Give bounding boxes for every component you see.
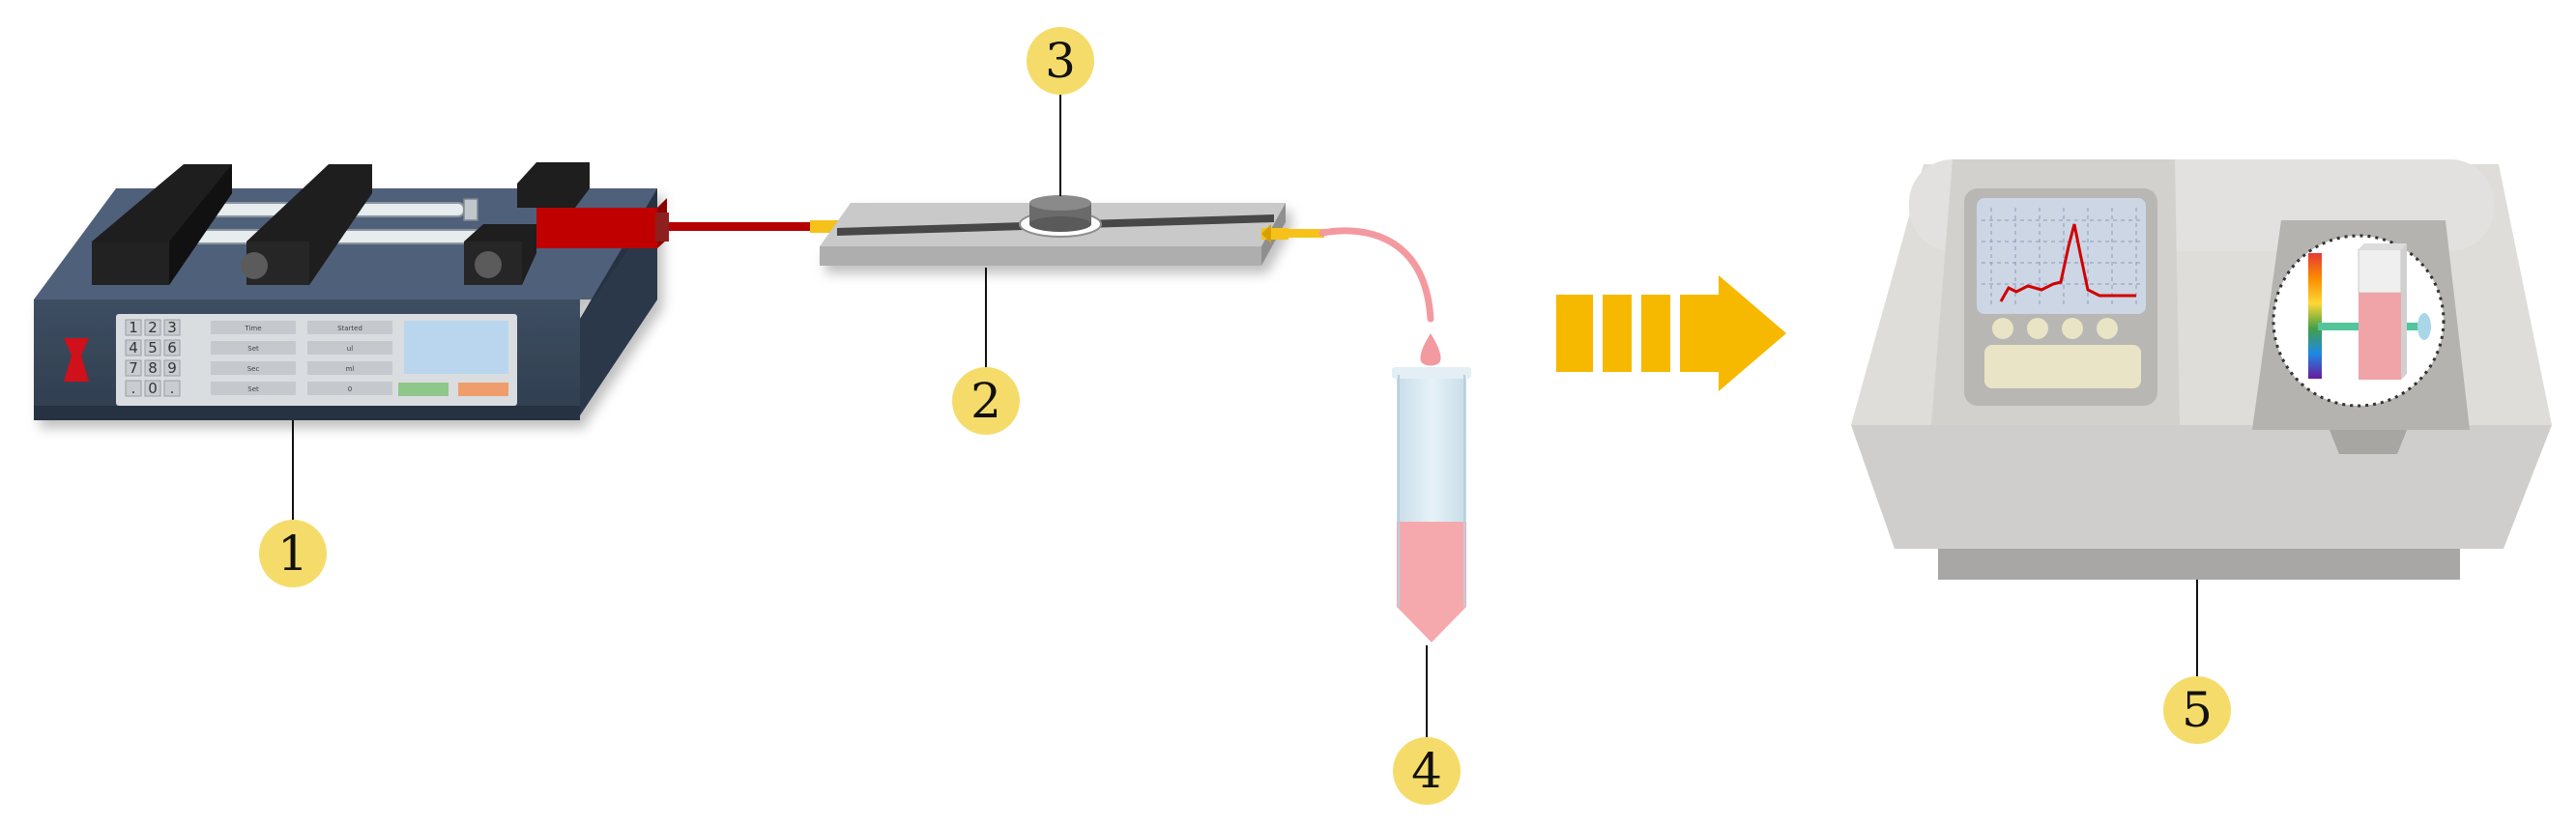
instrument-base (1938, 546, 2460, 580)
callout-5: 5 (2163, 676, 2231, 744)
instrument-knobs[interactable] (1992, 318, 2118, 339)
chip-chamber (1019, 195, 1102, 238)
callout-2: 2 (952, 367, 1020, 435)
panel-button[interactable]: 0 (307, 382, 392, 395)
keypad-key[interactable]: . (163, 380, 181, 397)
striped-right-arrow (1556, 275, 1786, 391)
callout-5-label: 5 (2182, 682, 2213, 738)
tube-body (1397, 375, 1466, 522)
keypad-key-label: 1 (129, 319, 138, 336)
panel-display (404, 321, 508, 374)
chip-front (820, 246, 1261, 266)
keypad-key[interactable]: 7 (125, 359, 142, 377)
keypad-key-label: . (170, 380, 175, 397)
keypad-key-label: 7 (129, 359, 138, 377)
panel-start-button[interactable] (398, 383, 449, 396)
light-spectrum-bar (2308, 253, 2322, 379)
detector (2417, 313, 2431, 340)
keypad-key-label: 4 (129, 339, 138, 356)
panel-button[interactable]: Set (211, 382, 296, 395)
callout-1: 1 (259, 520, 327, 587)
pump-clamps (92, 162, 590, 285)
panel-button[interactable]: ml (307, 361, 392, 375)
panel-button-label: ml (346, 365, 355, 373)
spectrum-trace (1999, 223, 2136, 302)
panel-button-label: Time (244, 325, 261, 332)
keypad-key[interactable]: 3 (163, 319, 181, 336)
keypad-key[interactable]: 5 (144, 339, 161, 356)
panel-button-label: Sec (247, 365, 260, 373)
panel-button[interactable]: Sec (211, 361, 296, 375)
pump-outlet (536, 198, 669, 248)
outlet-block (536, 208, 657, 248)
keypad-key-label: 2 (148, 319, 158, 336)
keypad-key-label: 9 (167, 359, 177, 377)
screen-grid (1982, 208, 2141, 307)
panel-button[interactable]: Time (211, 321, 296, 334)
red-bow-tie-icon (64, 338, 89, 382)
tube-tip (1397, 607, 1466, 642)
panel-button-label: Set (247, 385, 259, 393)
keypad-key[interactable]: 4 (125, 339, 142, 356)
tube-rim (1392, 367, 1471, 379)
sample-droplet (1420, 333, 1441, 366)
instrument-lower-body (1851, 425, 2552, 549)
callout-4: 4 (1393, 737, 1461, 805)
callout-3-label: 3 (1045, 33, 1076, 89)
keypad-key[interactable]: 0 (144, 380, 161, 397)
keypad-key-label: 8 (148, 359, 158, 377)
keypad-key[interactable]: . (125, 380, 142, 397)
panel-button-label: ul (347, 345, 353, 353)
keypad-key[interactable]: 8 (144, 359, 161, 377)
keypad-key[interactable]: 2 (144, 319, 161, 336)
keypad-key-label: 6 (167, 339, 177, 356)
callout-4-label: 4 (1411, 743, 1442, 799)
callout-2-label: 2 (970, 373, 1001, 429)
panel-button[interactable]: Started (307, 321, 392, 334)
callout-leaders (292, 95, 2198, 739)
pump-control-panel: 1 2 3 4 5 6 7 8 9. 0. Time Started Set ul Sec ml Set 0 (116, 314, 517, 406)
keypad-key-label: 5 (148, 339, 158, 356)
cuvette-sample (2359, 293, 2401, 380)
callout-1-label: 1 (277, 526, 308, 582)
keypad-key[interactable]: 1 (125, 319, 142, 336)
keypad-key-label: 3 (167, 319, 177, 336)
clamp-knob-right (475, 251, 502, 278)
keypad-key-label: 0 (148, 380, 158, 397)
panel-buttons: Time Started Set ul Sec ml Set 0 (211, 321, 392, 395)
tube-sample (1397, 522, 1466, 607)
panel-button[interactable]: ul (307, 341, 392, 355)
panel-button[interactable]: Set (211, 341, 296, 355)
panel-button-label: 0 (348, 385, 352, 393)
keypad-key[interactable]: 6 (163, 339, 181, 356)
instrument-screen (1977, 198, 2146, 314)
inlet-tubing (669, 220, 839, 233)
keypad-key-label: . (131, 380, 136, 397)
outlet-tubing (1261, 224, 1441, 366)
clamp-right-top (517, 162, 590, 208)
panel-button-label: Set (247, 345, 259, 353)
panel-stop-button[interactable] (458, 383, 508, 396)
keypad-key[interactable]: 9 (163, 359, 181, 377)
panel-button-label: Started (337, 325, 362, 332)
instrument-keypad-area (1984, 345, 2141, 388)
callout-3: 3 (1027, 27, 1094, 95)
spectrophotometer (1851, 159, 2552, 580)
clamp-knob-middle (241, 252, 268, 279)
keypad: 1 2 3 4 5 6 7 8 9. 0. (125, 319, 181, 397)
pink-tubing (1318, 227, 1434, 323)
red-tubing (669, 222, 814, 231)
collection-tube (1392, 367, 1471, 642)
